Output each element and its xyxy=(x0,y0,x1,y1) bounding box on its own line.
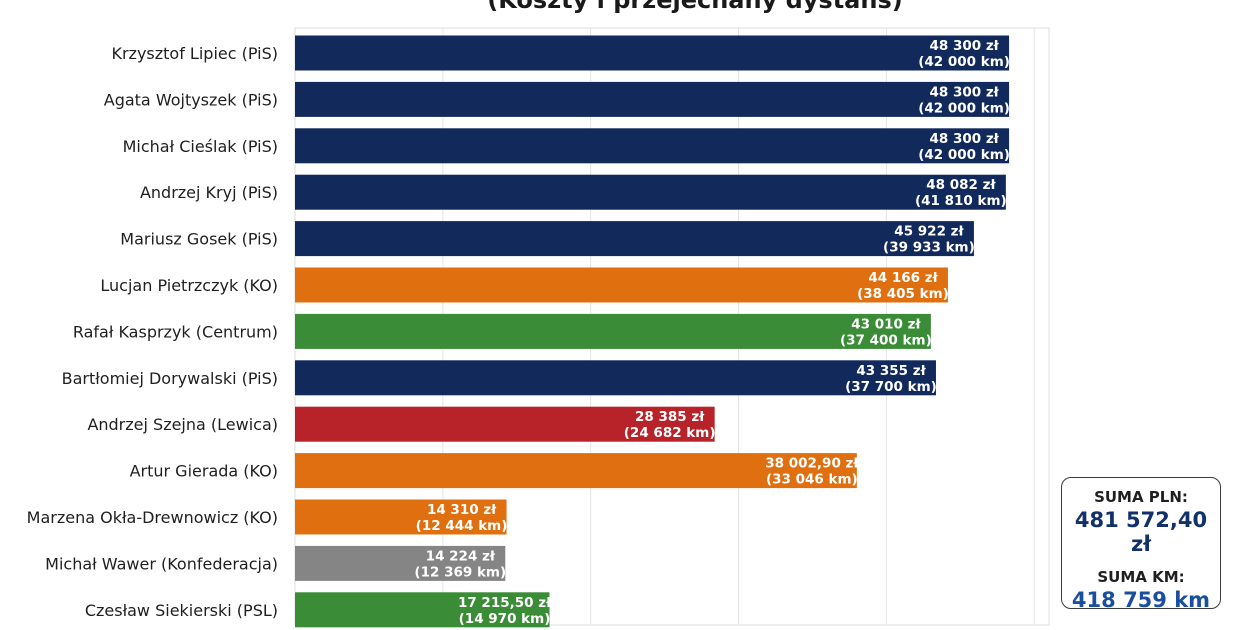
sum-pln-value: 481 572,40 zł xyxy=(1074,508,1208,556)
category-label: Artur Gierada (KO) xyxy=(130,462,278,481)
bar xyxy=(295,360,936,396)
value-label: 14 310 zł xyxy=(427,502,497,518)
category-label: Czesław Siekierski (PSL) xyxy=(85,601,278,620)
bar xyxy=(295,128,1010,164)
value-label: 17 215,50 zł xyxy=(458,595,552,611)
bar xyxy=(295,313,931,349)
bar xyxy=(295,545,506,581)
distance-label: (42 000 km) xyxy=(918,147,1010,163)
distance-label: (38 405 km) xyxy=(857,286,949,302)
category-labels: Krzysztof Lipiec (PiS) Agata Wojtyszek (P… xyxy=(27,44,278,620)
distance-label: (37 700 km) xyxy=(845,379,937,395)
category-label: Rafał Kasprzyk (Centrum) xyxy=(73,322,278,341)
distance-label: (42 000 km) xyxy=(918,54,1010,70)
category-label: Andrzej Kryj (PiS) xyxy=(140,183,278,202)
category-label: Lucjan Pietrzczyk (KO) xyxy=(100,276,278,295)
category-label: Agata Wojtyszek (PiS) xyxy=(104,90,278,109)
bar xyxy=(295,174,1006,210)
category-label: Krzysztof Lipiec (PiS) xyxy=(111,44,278,63)
value-label: 48 300 zł xyxy=(929,131,999,147)
bar xyxy=(295,267,948,303)
sum-pln-label: SUMA PLN: xyxy=(1094,488,1188,506)
value-label: 48 300 zł xyxy=(929,38,999,54)
bars xyxy=(295,35,1010,628)
chart-title: (Koszty i przejechany dystans) xyxy=(487,0,903,14)
bar xyxy=(295,221,974,257)
bar xyxy=(295,406,715,442)
value-label: 28 385 zł xyxy=(635,409,705,425)
bar xyxy=(295,81,1010,117)
sum-km-label: SUMA KM: xyxy=(1097,568,1185,586)
bar xyxy=(295,35,1010,71)
distance-label: (12 444 km) xyxy=(416,518,508,534)
distance-label: (14 970 km) xyxy=(459,611,551,627)
value-label: 14 224 zł xyxy=(426,548,496,564)
distance-label: (37 400 km) xyxy=(840,332,932,348)
sum-km-value: 418 759 km xyxy=(1071,588,1211,612)
category-label: Marzena Okła-Drewnowicz (KO) xyxy=(27,508,278,527)
category-label: Michał Wawer (Konfederacja) xyxy=(45,554,278,573)
category-label: Bartłomiej Dorywalski (PiS) xyxy=(62,369,278,388)
value-label: 43 010 zł xyxy=(851,316,921,332)
value-label: 48 082 zł xyxy=(926,177,996,193)
value-label: 45 922 zł xyxy=(894,224,964,240)
summary-box: SUMA PLN: 481 572,40 zł SUMA KM: 418 759… xyxy=(1061,477,1221,612)
distance-label: (39 933 km) xyxy=(883,240,975,256)
distance-label: (41 810 km) xyxy=(915,193,1007,209)
distance-label: (24 682 km) xyxy=(624,425,716,441)
distance-label: (12 369 km) xyxy=(414,564,506,580)
category-label: Michał Cieślak (PiS) xyxy=(123,137,278,156)
category-label: Mariusz Gosek (PiS) xyxy=(120,230,278,249)
distance-label: (33 046 km) xyxy=(766,472,858,488)
bar xyxy=(295,592,550,628)
bar xyxy=(295,499,507,535)
value-labels: 48 300 zł(42 000 km)48 300 zł(42 000 km)… xyxy=(414,38,1010,627)
value-label: 48 300 zł xyxy=(929,84,999,100)
distance-label: (42 000 km) xyxy=(918,100,1010,116)
value-label: 44 166 zł xyxy=(868,270,938,286)
value-label: 43 355 zł xyxy=(856,363,926,379)
value-label: 38 002,90 zł xyxy=(765,456,859,472)
category-label: Andrzej Szejna (Lewica) xyxy=(87,415,278,434)
bar xyxy=(295,453,857,489)
